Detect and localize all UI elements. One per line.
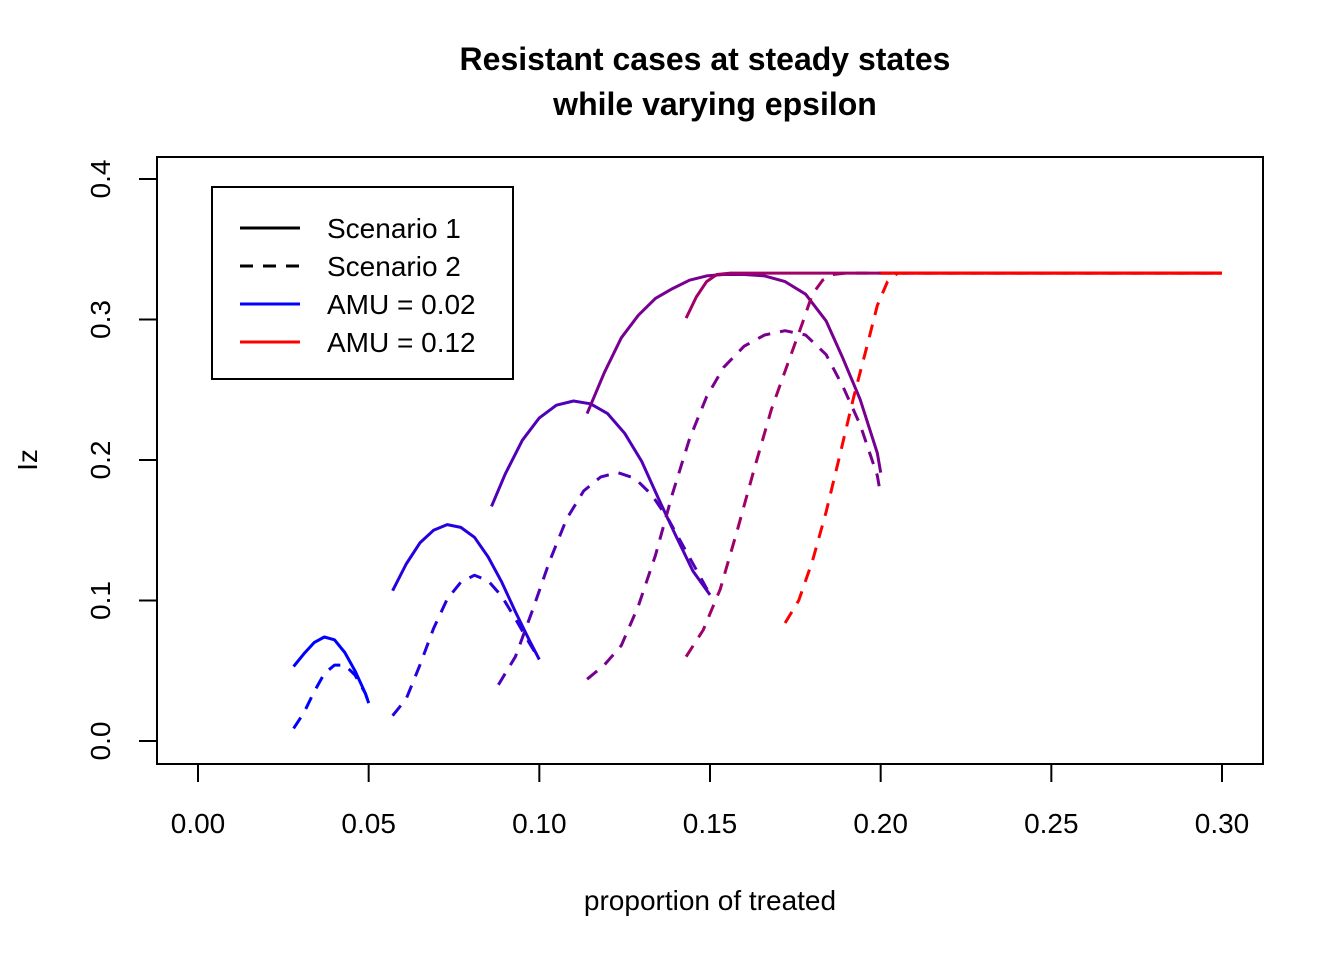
y-tick-label: 0.3	[85, 300, 116, 339]
series-line-1-solid	[292, 635, 371, 704]
series-line-11-dashed	[783, 271, 1222, 624]
legend-label-amu-002: AMU = 0.02	[327, 289, 476, 320]
legend-label-scenario-2: Scenario 2	[327, 251, 461, 282]
series-layer	[292, 271, 1222, 730]
y-axis: 0.0 0.1 0.2 0.3 0.4	[85, 160, 158, 761]
legend-label-amu-012: AMU = 0.12	[327, 327, 476, 358]
y-tick-label: 0.2	[85, 441, 116, 480]
x-axis: 0.00 0.05 0.10 0.15 0.20 0.25 0.30	[171, 763, 1250, 839]
series-line-3-solid	[391, 523, 541, 661]
series-line-4-dashed	[391, 573, 541, 717]
x-tick-label: 0.20	[853, 808, 908, 839]
series-line-2-dashed	[292, 663, 371, 730]
y-tick-label: 0.1	[85, 581, 116, 620]
x-tick-label: 0.10	[512, 808, 567, 839]
legend: Scenario 1 Scenario 2 AMU = 0.02 AMU = 0…	[211, 186, 514, 380]
chart-title-line-2: while varying epsilon	[552, 86, 877, 122]
series-line-10-dashed	[684, 271, 1222, 658]
y-axis-label: Iz	[12, 449, 43, 471]
x-tick-label: 0.00	[171, 808, 226, 839]
series-line-6-dashed	[497, 471, 712, 686]
x-tick-label: 0.25	[1024, 808, 1079, 839]
series-line-9-solid	[684, 271, 1222, 319]
legend-label-scenario-1: Scenario 1	[327, 213, 461, 244]
x-tick-label: 0.15	[683, 808, 738, 839]
y-tick-label: 0.4	[85, 160, 116, 199]
x-tick-label: 0.30	[1195, 808, 1250, 839]
x-axis-label: proportion of treated	[584, 885, 836, 916]
chart-title-line-1: Resistant cases at steady states	[460, 41, 951, 77]
y-tick-label: 0.0	[85, 722, 116, 761]
legend-box	[211, 186, 514, 380]
series-line-8-dashed	[586, 329, 883, 681]
series-line-5-solid	[490, 399, 712, 596]
x-tick-label: 0.05	[341, 808, 396, 839]
